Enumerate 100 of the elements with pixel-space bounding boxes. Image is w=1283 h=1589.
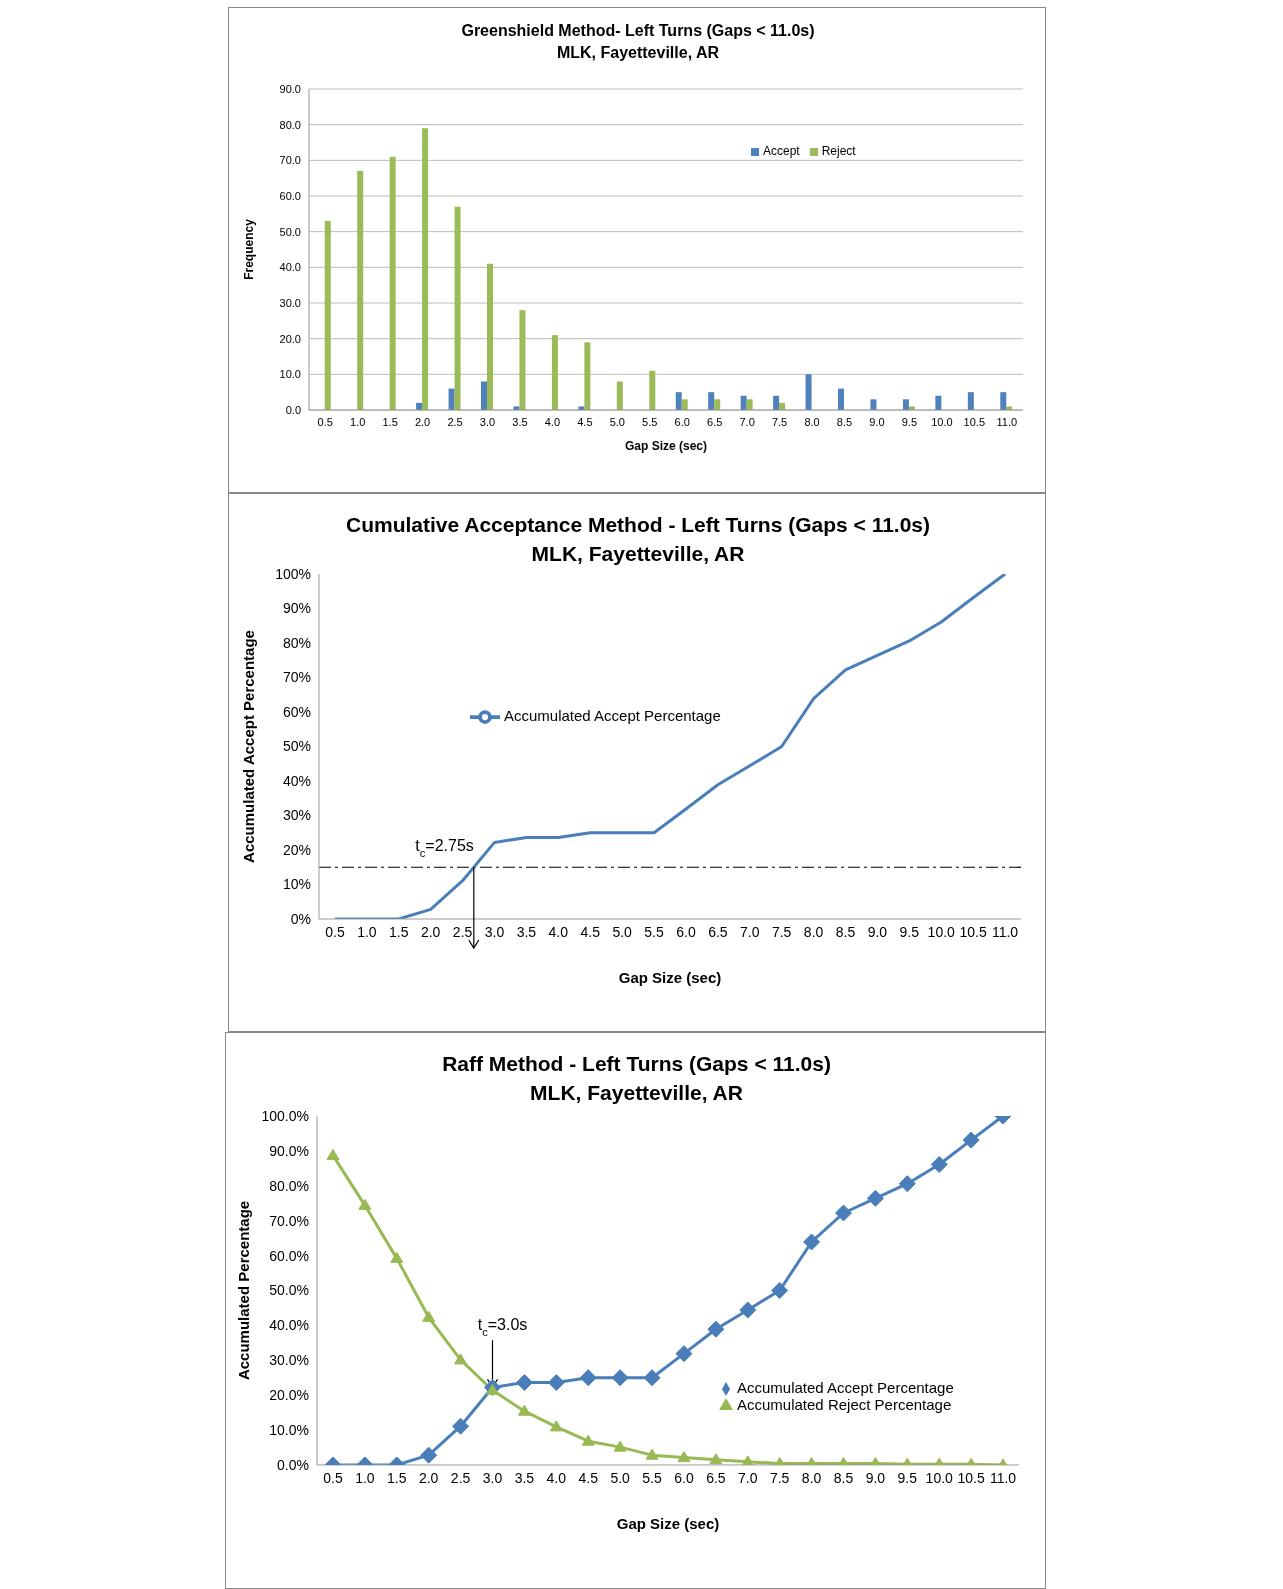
- x-tick-label: 0.5: [317, 415, 333, 428]
- x-tick-label: 3.0: [482, 1469, 503, 1486]
- x-tick-label: 10.0: [931, 415, 953, 428]
- point: [358, 1198, 372, 1210]
- bar: [481, 381, 488, 410]
- point: [707, 1320, 725, 1338]
- x-tick-label: 5.0: [609, 415, 625, 428]
- y-tick-label: 40.0%: [269, 1317, 309, 1334]
- point: [771, 1281, 789, 1299]
- point: [739, 1301, 757, 1319]
- bar: [967, 392, 974, 410]
- y-tick-label: 20%: [282, 841, 311, 858]
- chart-title: Cumulative Acceptance Method - Left Turns (Gaps < 11.0s): [344, 512, 932, 538]
- chart-subtitle: MLK, Fayetteville, AR: [531, 542, 745, 566]
- x-tick-label: 6.0: [674, 1469, 694, 1486]
- x-tick-label: 4.5: [577, 415, 593, 428]
- x-tick-label: 0.5: [325, 923, 345, 940]
- x-tick-label: 10.5: [959, 923, 987, 940]
- x-tick-label: 1.5: [387, 1469, 407, 1486]
- point: [517, 1404, 531, 1416]
- point: [898, 1175, 916, 1193]
- x-tick-label: 3.5: [514, 1469, 535, 1486]
- y-tick-label: 30%: [282, 807, 311, 824]
- y-tick-label: 80.0%: [269, 1177, 309, 1194]
- y-tick-label: 10.0%: [269, 1422, 309, 1439]
- bar: [584, 342, 591, 410]
- x-tick-label: 6.5: [707, 415, 723, 428]
- y-tick-label: 70%: [282, 669, 311, 686]
- x-tick-label: 11.0: [991, 923, 1019, 940]
- point: [581, 1434, 595, 1446]
- x-tick-label: 5.5: [642, 1469, 662, 1486]
- bar: [675, 392, 682, 410]
- y-tick-label: 40%: [282, 772, 311, 789]
- y-tick-label: 60.0%: [269, 1247, 309, 1264]
- point: [962, 1131, 980, 1149]
- y-tick-label: 10.0: [279, 368, 301, 381]
- x-tick-label: 8.0: [801, 1469, 822, 1486]
- point: [835, 1204, 852, 1222]
- chart-title: Greenshield Method- Left Turns (Gaps < 11.0s): [460, 21, 816, 41]
- x-tick-label: 9.5: [901, 415, 918, 428]
- point: [486, 1383, 499, 1395]
- x-tick-label: 7.5: [771, 415, 788, 428]
- x-tick-label: 3.5: [512, 415, 528, 428]
- point: [549, 1420, 563, 1432]
- y-tick-label: 100.0%: [261, 1107, 309, 1124]
- x-tick-label: 9.5: [897, 1469, 918, 1486]
- y-axis-title: Frequency: [242, 218, 257, 280]
- bar: [448, 388, 455, 410]
- bar: [740, 395, 747, 410]
- bar: [805, 374, 812, 410]
- x-tick-label: 9.0: [867, 923, 888, 940]
- chart-subtitle: MLK, Fayetteville, AR: [529, 1080, 744, 1107]
- annotation: t$_{c}$=3.0s: [477, 1316, 528, 1339]
- x-tick-label: 8.5: [836, 415, 853, 428]
- point: [422, 1310, 436, 1322]
- point: [579, 1369, 597, 1387]
- x-tick-label: 1.0: [350, 415, 366, 428]
- x-tick-label: 4.5: [578, 1469, 599, 1486]
- point: [643, 1369, 661, 1387]
- bar: [649, 370, 656, 410]
- bar: [422, 128, 429, 410]
- y-tick-label: 50.0%: [269, 1282, 309, 1299]
- bar: [773, 395, 780, 410]
- y-tick-label: 30.0: [279, 296, 301, 309]
- y-tick-label: 70.0%: [269, 1212, 309, 1229]
- legend-label: Reject: [821, 144, 856, 158]
- x-tick-label: 8.5: [835, 923, 856, 940]
- bar: [324, 220, 331, 410]
- x-tick-label: 9.0: [869, 415, 885, 428]
- x-axis-title: Gap Size (sec): [618, 969, 722, 986]
- x-tick-label: 3.0: [484, 923, 505, 940]
- bar: [551, 335, 558, 410]
- bar: [616, 381, 623, 410]
- point: [611, 1369, 629, 1387]
- y-tick-label: 20.0: [279, 332, 301, 345]
- x-tick-label: 2.5: [452, 923, 473, 940]
- y-tick-label: 60%: [282, 703, 311, 720]
- bar: [902, 399, 909, 410]
- y-tick-label: 70.0: [279, 154, 301, 167]
- bar: [746, 399, 753, 410]
- y-tick-label: 20.0%: [269, 1387, 309, 1404]
- bar: [1000, 392, 1007, 410]
- x-tick-label: 8.0: [804, 415, 820, 428]
- x-tick-label: 1.0: [357, 923, 377, 940]
- x-tick-label: 7.5: [769, 1469, 790, 1486]
- x-tick-label: 7.0: [739, 415, 755, 428]
- legend-label: Accept: [763, 144, 800, 158]
- point: [454, 1353, 468, 1365]
- x-tick-label: 6.5: [708, 923, 728, 940]
- y-tick-label: 60.0: [279, 189, 301, 202]
- x-tick-label: 2.0: [420, 923, 441, 940]
- x-tick-label: 1.5: [382, 415, 398, 428]
- point: [613, 1440, 627, 1452]
- x-tick-label: 5.5: [642, 415, 658, 428]
- y-tick-label: 10%: [282, 876, 311, 893]
- x-tick-label: 10.0: [927, 923, 956, 940]
- x-tick-label: 8.5: [833, 1469, 854, 1486]
- x-tick-label: 4.5: [580, 923, 601, 940]
- annotation: t$_{c}$=2.75s: [415, 837, 474, 860]
- x-tick-label: 6.0: [676, 923, 696, 940]
